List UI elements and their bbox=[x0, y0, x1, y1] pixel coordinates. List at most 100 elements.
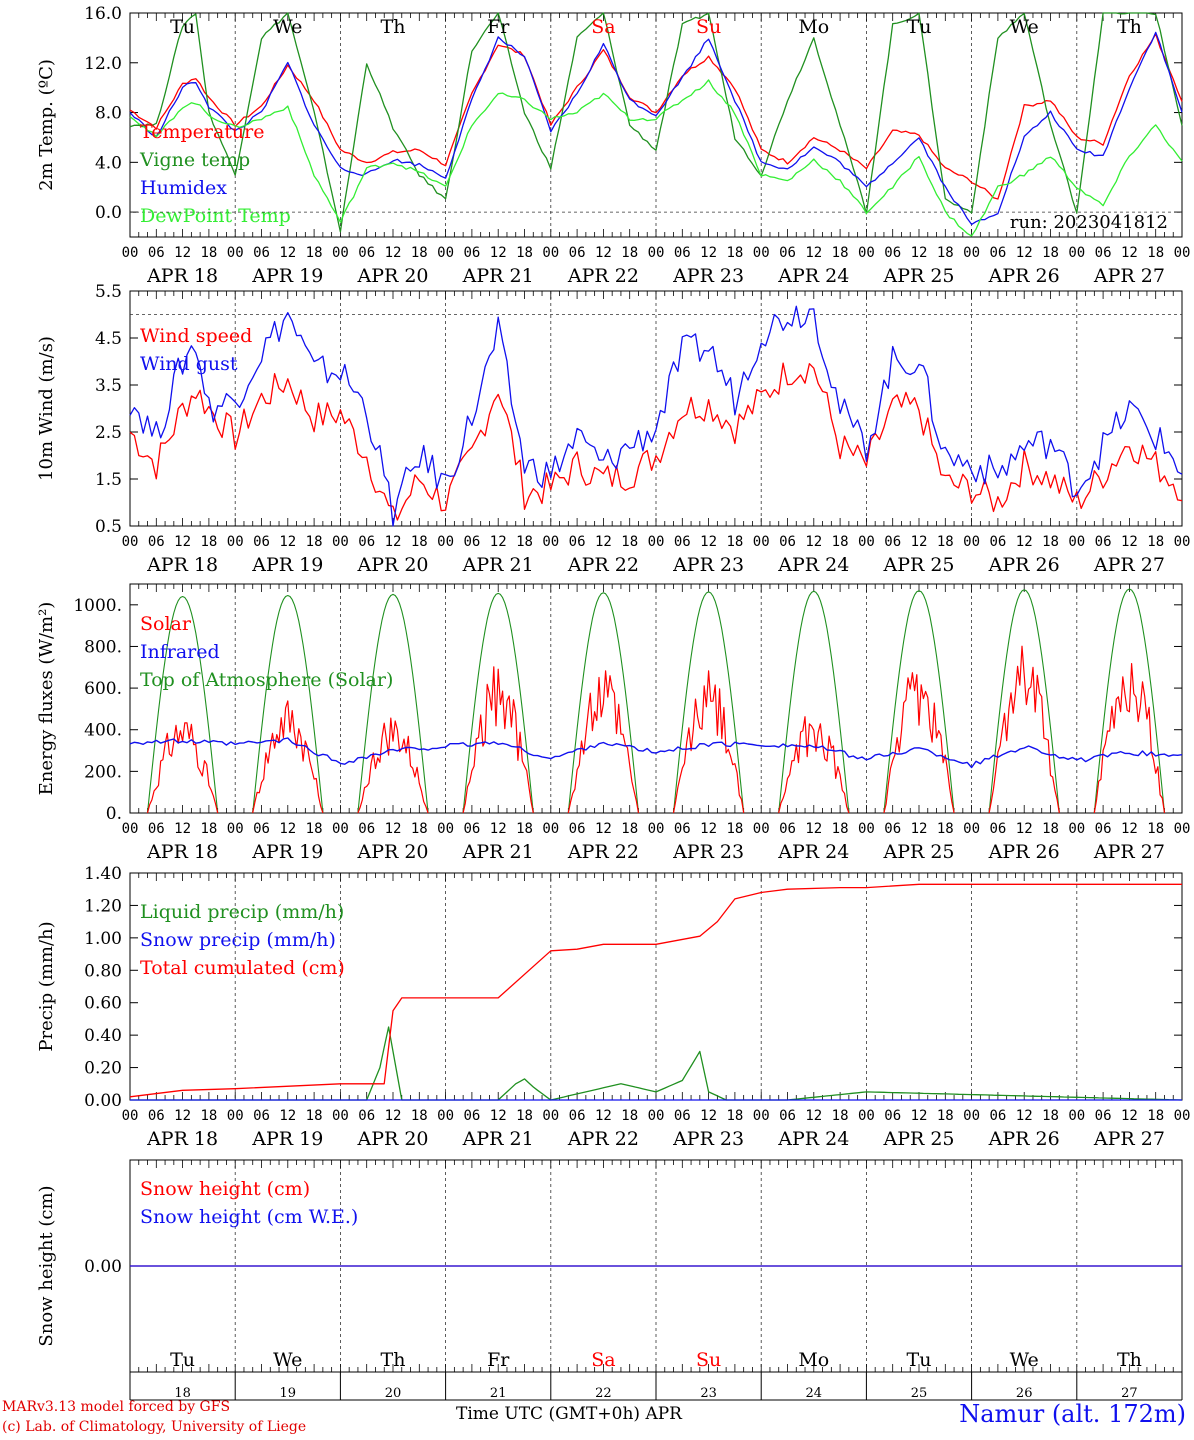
solar-day bbox=[252, 700, 324, 814]
hour-tick-label: 18 bbox=[306, 245, 323, 261]
hour-tick-label: 12 bbox=[700, 245, 717, 261]
hour-tick-label: 06 bbox=[989, 534, 1006, 550]
toa-solar-day bbox=[778, 590, 850, 814]
day-name: We bbox=[1010, 1349, 1039, 1371]
y-tick-label: 0.80 bbox=[84, 961, 122, 981]
day-name: Fr bbox=[487, 1349, 510, 1371]
hour-tick-label: 06 bbox=[674, 534, 691, 550]
date-label: APR 18 bbox=[146, 841, 218, 863]
day-number: 19 bbox=[280, 1386, 297, 1401]
date-label: APR 19 bbox=[251, 841, 323, 863]
date-label: APR 20 bbox=[356, 841, 428, 863]
date-label: APR 22 bbox=[567, 841, 639, 863]
hour-tick-label: 00 bbox=[437, 245, 454, 261]
day-name: Tu bbox=[170, 1349, 195, 1371]
y-tick-label: 0.20 bbox=[84, 1059, 122, 1079]
hour-tick-label: 06 bbox=[989, 821, 1006, 837]
hour-tick-label: 06 bbox=[884, 245, 901, 261]
hour-tick-label: 00 bbox=[858, 1108, 875, 1124]
series-line bbox=[129, 33, 1183, 200]
hour-tick-label: 06 bbox=[674, 1108, 691, 1124]
hour-tick-label: 12 bbox=[595, 245, 612, 261]
date-label: APR 25 bbox=[882, 554, 954, 576]
day-name: Tu bbox=[907, 1349, 932, 1371]
y-tick-label: 1.00 bbox=[84, 929, 122, 949]
y-tick-label: 5.5 bbox=[95, 282, 122, 302]
hour-tick-label: 06 bbox=[358, 534, 375, 550]
hour-tick-label: 12 bbox=[385, 245, 402, 261]
day-number: 18 bbox=[174, 1386, 191, 1401]
y-tick-label: 1.20 bbox=[84, 896, 122, 916]
legend-entry: Humidex bbox=[140, 177, 227, 199]
hour-tick-label: 06 bbox=[674, 245, 691, 261]
date-label: APR 21 bbox=[462, 265, 534, 287]
y-tick-label: 0.5 bbox=[95, 517, 122, 537]
series-line bbox=[129, 12, 1183, 233]
date-label: APR 20 bbox=[356, 265, 428, 287]
hour-tick-label: 06 bbox=[358, 1108, 375, 1124]
y-axis-label: Precip (mm/h) bbox=[36, 921, 57, 1051]
date-label: APR 25 bbox=[882, 265, 954, 287]
hour-tick-label: 06 bbox=[463, 534, 480, 550]
solar-day bbox=[988, 645, 1060, 814]
date-label: APR 21 bbox=[462, 841, 534, 863]
hour-tick-label: 06 bbox=[463, 245, 480, 261]
day-name: Tu bbox=[907, 16, 932, 38]
date-label: APR 26 bbox=[988, 841, 1060, 863]
hour-tick-label: 00 bbox=[753, 821, 770, 837]
date-label: APR 21 bbox=[462, 1128, 534, 1150]
hour-tick-label: 18 bbox=[1147, 1108, 1164, 1124]
date-label: APR 26 bbox=[988, 554, 1060, 576]
date-label: APR 20 bbox=[356, 554, 428, 576]
legend-entry: Top of Atmosphere (Solar) bbox=[140, 669, 393, 691]
hour-tick-label: 12 bbox=[490, 534, 507, 550]
day-name: Th bbox=[381, 1349, 406, 1371]
hour-tick-label: 00 bbox=[542, 1108, 559, 1124]
series-line bbox=[129, 362, 1183, 521]
solar-day bbox=[462, 666, 534, 814]
hour-tick-label: 12 bbox=[1016, 245, 1033, 261]
y-tick-label: 0.00 bbox=[84, 1257, 122, 1277]
day-name: Th bbox=[381, 16, 406, 38]
hour-tick-label: 06 bbox=[779, 821, 796, 837]
hour-tick-label: 12 bbox=[700, 821, 717, 837]
panel-1: 0.0 4.0 8.0 12.0 16.0 2m Temp. (ºC) 00 06 12 18 00… bbox=[36, 4, 1190, 287]
hour-tick-label: 18 bbox=[1042, 534, 1059, 550]
day-number: 26 bbox=[1016, 1386, 1033, 1401]
hour-tick-label: 00 bbox=[648, 245, 665, 261]
series-line bbox=[129, 883, 1182, 1098]
hour-tick-label: 18 bbox=[516, 534, 533, 550]
hour-tick-label: 18 bbox=[832, 245, 849, 261]
hour-tick-label: 18 bbox=[200, 245, 217, 261]
date-label: APR 26 bbox=[988, 1128, 1060, 1150]
date-label: APR 22 bbox=[567, 265, 639, 287]
y-tick-label: 600. bbox=[84, 679, 122, 699]
panel-2: 0.5 1.5 2.5 3.5 4.5 5.5 10m Wind (m/s) 00 06 12 18… bbox=[36, 282, 1190, 576]
day-number: 22 bbox=[595, 1386, 612, 1401]
hour-tick-label: 06 bbox=[779, 245, 796, 261]
hour-tick-label: 00 bbox=[437, 534, 454, 550]
hour-tick-label: 00 bbox=[753, 1108, 770, 1124]
day-number: 25 bbox=[911, 1386, 928, 1401]
day-name: Su bbox=[696, 1349, 721, 1371]
hour-tick-label: 06 bbox=[358, 821, 375, 837]
hour-tick-label: 12 bbox=[1121, 1108, 1138, 1124]
toa-solar-day bbox=[1093, 588, 1166, 814]
hour-tick-label: 18 bbox=[937, 1108, 954, 1124]
day-name: Th bbox=[1117, 1349, 1142, 1371]
hour-tick-label: 00 bbox=[648, 534, 665, 550]
hour-tick-label: 00 bbox=[332, 534, 349, 550]
hour-tick-label: 12 bbox=[700, 1108, 717, 1124]
date-label: APR 22 bbox=[567, 1128, 639, 1150]
y-tick-label: 12.0 bbox=[84, 54, 122, 74]
hour-tick-label: 06 bbox=[884, 534, 901, 550]
run-annotation: run: 2023041812 bbox=[1010, 212, 1168, 233]
hour-tick-label: 06 bbox=[569, 245, 586, 261]
date-label: APR 27 bbox=[1093, 841, 1165, 863]
hour-tick-label: 00 bbox=[122, 821, 139, 837]
hour-tick-label: 18 bbox=[516, 245, 533, 261]
hour-tick-label: 06 bbox=[989, 245, 1006, 261]
hour-tick-label: 12 bbox=[490, 1108, 507, 1124]
solar-day bbox=[567, 670, 640, 814]
hour-tick-label: 18 bbox=[726, 245, 743, 261]
